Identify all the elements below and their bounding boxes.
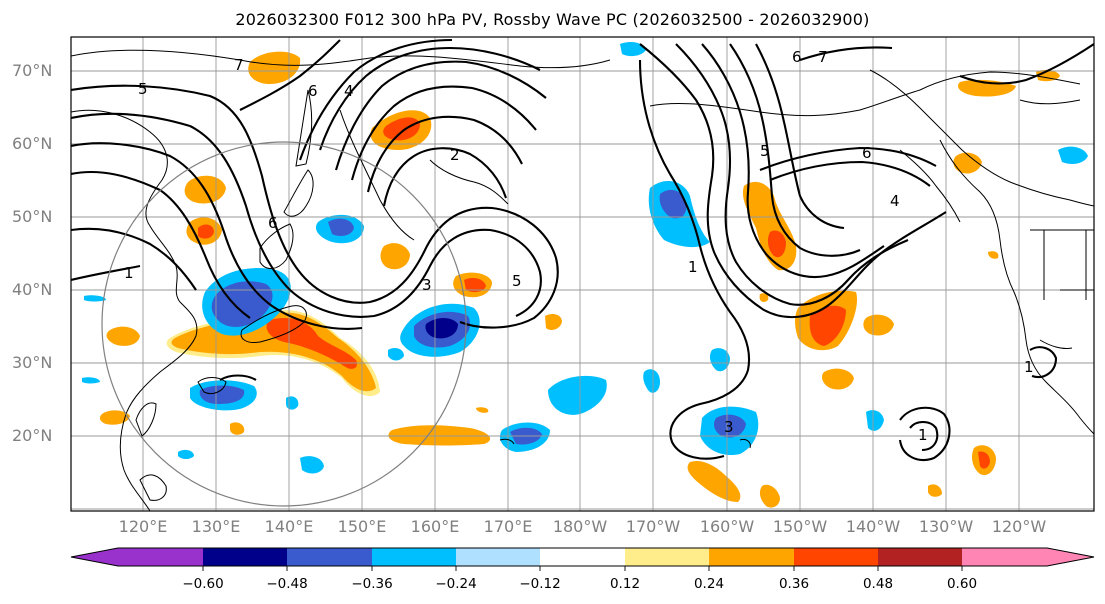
contour-label: 3: [724, 418, 734, 436]
contour-label: 2: [450, 146, 460, 164]
colorbar: [70, 547, 1095, 571]
lon-label-180w: 180°W: [552, 517, 608, 536]
lon-label-160e: 160°E: [410, 517, 460, 536]
colorbar-bin: [118, 548, 203, 566]
colorbar-bin: [203, 548, 288, 566]
colorbar-bin: [709, 548, 794, 566]
colorbar-bin: [625, 548, 710, 566]
colorbar-bin: [540, 548, 625, 566]
colorbar-tick-label: 0.36: [778, 576, 810, 592]
colorbar-tick-label: 0.12: [609, 576, 641, 592]
pv-contours: [71, 38, 1094, 462]
great-circle-radius: [101, 141, 467, 507]
colorbar-tick-label: −0.48: [266, 576, 308, 592]
lon-label-130e: 130°E: [191, 517, 241, 536]
colorbar-tick-label: −0.60: [182, 576, 224, 592]
lat-label-40n: 40°N: [12, 280, 53, 299]
contour-label: 7: [818, 48, 828, 66]
lat-label-60n: 60°N: [12, 134, 53, 153]
colorbar-extend-left: [71, 548, 118, 566]
lat-label-30n: 30°N: [12, 353, 53, 372]
contour-label: 5: [138, 80, 148, 98]
lon-label-120e: 120°E: [118, 517, 168, 536]
lon-label-170e: 170°E: [483, 517, 533, 536]
lat-label-70n: 70°N: [12, 61, 53, 80]
contour-label: 6: [308, 82, 318, 100]
colorbar-tick-label: −0.36: [351, 576, 393, 592]
contour-label: 3: [422, 276, 432, 294]
lon-label-150w: 150°W: [772, 517, 828, 536]
coastlines: [71, 49, 1094, 511]
lon-label-170w: 170°W: [625, 517, 681, 536]
contour-label: 1: [124, 264, 134, 282]
contour-label: 1: [918, 426, 928, 444]
contour-label: 5: [760, 142, 770, 160]
positive-anomaly-shading: [99, 51, 1060, 508]
contour-label: 6: [862, 144, 872, 162]
map-frame: [70, 36, 1095, 512]
lon-label-140e: 140°E: [264, 517, 314, 536]
contour-label: 6: [268, 214, 278, 232]
lat-label-20n: 20°N: [12, 426, 53, 445]
colorbar-outline: [70, 547, 1095, 567]
colorbar-tick-label: 0.60: [946, 576, 978, 592]
lon-label-130w: 130°W: [918, 517, 974, 536]
colorbar-bin: [456, 548, 541, 566]
colorbar-bin: [372, 548, 457, 566]
contour-label: 4: [890, 192, 900, 210]
lon-label-140w: 140°W: [845, 517, 901, 536]
colorbar-tick-label: 0.24: [693, 576, 725, 592]
colorbar-tick-label: 0.48: [862, 576, 894, 592]
colorbar-bin: [878, 548, 963, 566]
contour-label: 7: [234, 56, 244, 74]
lon-label-150e: 150°E: [337, 517, 387, 536]
lon-label-160w: 160°W: [699, 517, 755, 536]
graticule: [71, 37, 1094, 511]
lat-label-50n: 50°N: [12, 207, 53, 226]
contour-label: 1: [1024, 358, 1034, 376]
contour-label: 1: [688, 258, 698, 276]
colorbar-ticks: [202, 566, 963, 571]
colorbar-tick-label: −0.24: [435, 576, 477, 592]
colorbar-bin: [287, 548, 372, 566]
map-area: 5 7 6 4 1 6 3 2 5 6 7 5 6 4 3 1 1 1: [71, 37, 1094, 511]
contour-label: 5: [512, 272, 522, 290]
lon-label-120w: 120°W: [991, 517, 1047, 536]
colorbar-bin: [794, 548, 879, 566]
contour-label: 6: [792, 48, 802, 66]
colorbar-extend-right: [1047, 548, 1094, 566]
contour-label: 4: [344, 82, 354, 100]
chart-title: 2026032300 F012 300 hPa PV, Rossby Wave …: [235, 10, 870, 29]
colorbar-bin: [962, 548, 1047, 566]
colorbar-tick-label: −0.12: [519, 576, 561, 592]
